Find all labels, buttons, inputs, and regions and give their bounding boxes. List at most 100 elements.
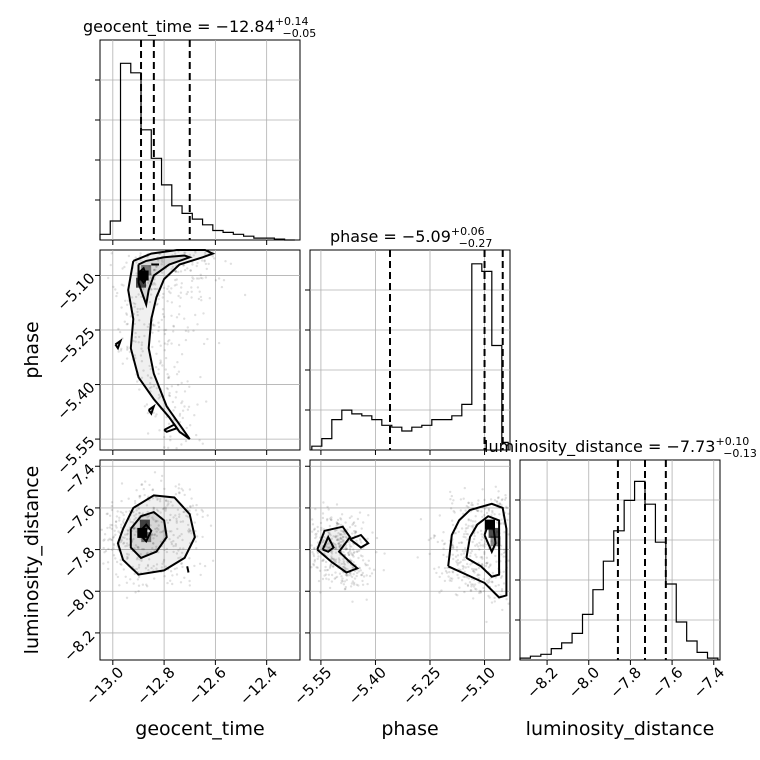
sample-point-phase_vs_geocent_time-128 (166, 340, 170, 343)
sample-point-phase_vs_geocent_time-340 (148, 265, 151, 268)
sample-point-phase_vs_geocent_time-297 (188, 253, 191, 257)
sample-point-luminosity_distance_vs_geocent_time-288 (121, 520, 125, 523)
sample-point-luminosity_distance_vs_phase-259 (310, 566, 313, 569)
sample-point-luminosity_distance_vs_phase-372 (320, 528, 323, 532)
sample-point-luminosity_distance_vs_phase-421 (463, 590, 466, 594)
sample-point-luminosity_distance_vs_phase-448 (456, 594, 459, 597)
sample-point-luminosity_distance_vs_geocent_time-10 (126, 532, 129, 535)
sample-point-phase_vs_geocent_time-316 (175, 390, 178, 394)
xlabel-geocent-time: geocent_time (135, 718, 264, 740)
sample-point-phase_vs_geocent_time-25 (175, 373, 179, 376)
sample-point-phase_vs_geocent_time-144 (170, 385, 174, 388)
sample-point-phase_vs_geocent_time-358 (120, 347, 123, 350)
sample-point-phase_vs_geocent_time-351 (181, 416, 184, 420)
sample-point-luminosity_distance_vs_phase-625 (481, 488, 484, 491)
density-peak-luminosity_distance_vs_geocent_time-2 (141, 532, 152, 543)
sample-point-luminosity_distance_vs_phase-700 (494, 485, 497, 488)
sample-point-luminosity_distance_vs_phase-207 (358, 567, 361, 570)
sample-point-luminosity_distance_vs_phase-393 (489, 577, 492, 580)
sample-point-luminosity_distance_vs_geocent_time-43 (169, 570, 173, 573)
sample-point-luminosity_distance_vs_phase-525 (463, 570, 466, 573)
sample-point-phase_vs_geocent_time-292 (184, 329, 188, 333)
sample-point-luminosity_distance_vs_phase-749 (461, 567, 465, 570)
sample-point-luminosity_distance_vs_phase-199 (342, 539, 345, 542)
sample-point-luminosity_distance_vs_phase-245 (322, 535, 326, 539)
sample-point-luminosity_distance_vs_phase-377 (321, 541, 324, 544)
sample-point-luminosity_distance_vs_phase-20 (320, 526, 323, 530)
sample-point-luminosity_distance_vs_phase-45 (333, 560, 336, 563)
sample-point-luminosity_distance_vs_phase-505 (480, 510, 483, 513)
sample-point-luminosity_distance_vs_geocent_time-2 (176, 527, 179, 531)
sample-point-luminosity_distance_vs_phase-190 (330, 557, 333, 560)
sample-point-luminosity_distance_vs_phase-674 (469, 519, 473, 522)
sample-point-luminosity_distance_vs_phase-401 (466, 526, 469, 530)
sample-point-luminosity_distance_vs_geocent_time-215 (107, 539, 110, 542)
sample-point-luminosity_distance_vs_phase-194 (332, 535, 335, 538)
sample-point-luminosity_distance_vs_phase-709 (475, 568, 478, 571)
sample-point-phase_vs_geocent_time-266 (134, 336, 137, 339)
sample-point-luminosity_distance_vs_geocent_time-380 (112, 547, 115, 550)
contour-luminosity_distance_vs_geocent_time-1 (129, 510, 168, 560)
sample-point-luminosity_distance_vs_phase-320 (324, 573, 328, 576)
sample-point-luminosity_distance_vs_phase-679 (454, 532, 457, 535)
sample-point-phase_vs_geocent_time-249 (140, 360, 144, 363)
sample-point-luminosity_distance_vs_phase-663 (416, 556, 419, 559)
sample-point-luminosity_distance_vs_phase-330 (356, 571, 359, 575)
sample-point-luminosity_distance_vs_geocent_time-223 (135, 558, 139, 561)
sample-point-luminosity_distance_vs_phase-464 (483, 550, 486, 554)
sample-point-luminosity_distance_vs_phase-590 (479, 529, 483, 532)
sample-point-luminosity_distance_vs_phase-228 (340, 529, 343, 533)
sample-point-phase_vs_geocent_time-98 (123, 320, 127, 323)
sample-point-luminosity_distance_vs_phase-639 (502, 582, 506, 585)
sample-point-luminosity_distance_vs_phase-410 (500, 518, 503, 521)
sample-point-phase_vs_geocent_time-337 (146, 374, 150, 377)
sample-point-phase_vs_geocent_time-51 (134, 331, 137, 335)
sample-point-phase_vs_geocent_time-311 (150, 377, 153, 380)
sample-point-luminosity_distance_vs_geocent_time-212 (138, 512, 141, 515)
sample-point-phase_vs_geocent_time-197 (167, 376, 170, 380)
sample-point-phase_vs_geocent_time-191 (166, 300, 169, 303)
sample-point-phase_vs_geocent_time-116 (126, 347, 129, 350)
sample-point-phase_vs_geocent_time-302 (183, 251, 186, 254)
sample-point-phase_vs_geocent_time-42 (125, 261, 128, 264)
sample-point-luminosity_distance_vs_phase-489 (456, 573, 459, 577)
sample-point-phase_vs_geocent_time-315 (153, 281, 156, 285)
sample-point-luminosity_distance_vs_phase-158 (349, 572, 352, 575)
sample-point-luminosity_distance_vs_phase-563 (472, 537, 476, 541)
sample-point-luminosity_distance_vs_phase-177 (339, 532, 342, 536)
sample-point-luminosity_distance_vs_geocent_time-42 (166, 504, 169, 507)
sample-point-luminosity_distance_vs_phase-322 (326, 546, 329, 549)
sample-point-luminosity_distance_vs_phase-761 (484, 564, 488, 568)
sample-point-luminosity_distance_vs_geocent_time-325 (177, 556, 180, 560)
sample-point-luminosity_distance_vs_phase-678 (449, 507, 453, 510)
sample-point-luminosity_distance_vs_geocent_time-183 (155, 530, 158, 533)
sample-point-luminosity_distance_vs_phase-645 (500, 589, 504, 593)
sample-point-phase_vs_geocent_time-224 (136, 380, 139, 383)
sample-point-luminosity_distance_vs_phase-689 (463, 533, 466, 536)
sample-point-luminosity_distance_vs_phase-96 (334, 536, 338, 539)
sample-point-phase_vs_geocent_time-17 (149, 288, 153, 291)
sample-point-luminosity_distance_vs_phase-610 (485, 561, 488, 565)
sample-point-phase_vs_geocent_time-41 (181, 409, 185, 412)
sample-point-luminosity_distance_vs_phase-637 (445, 571, 449, 574)
sample-point-luminosity_distance_vs_geocent_time-163 (178, 491, 181, 495)
sample-point-luminosity_distance_vs_phase-14 (313, 527, 316, 530)
sample-point-luminosity_distance_vs_geocent_time-142 (182, 510, 185, 514)
sample-point-phase_vs_geocent_time-119 (189, 424, 192, 427)
sample-point-luminosity_distance_vs_geocent_time-340 (125, 538, 129, 541)
sample-point-luminosity_distance_vs_phase-256 (383, 552, 386, 555)
sample-point-luminosity_distance_vs_geocent_time-327 (152, 518, 155, 521)
sample-point-luminosity_distance_vs_phase-1 (322, 559, 325, 562)
sample-point-luminosity_distance_vs_geocent_time-46 (100, 528, 104, 531)
sample-point-phase_vs_geocent_time-241 (139, 259, 142, 262)
sample-point-luminosity_distance_vs_phase-541 (502, 522, 505, 526)
sample-point-phase_vs_geocent_time-239 (170, 314, 173, 317)
sample-point-luminosity_distance_vs_phase-208 (355, 550, 359, 553)
sample-point-luminosity_distance_vs_geocent_time-244 (182, 547, 185, 550)
sample-point-luminosity_distance_vs_geocent_time-314 (125, 552, 129, 556)
sample-point-luminosity_distance_vs_geocent_time-190 (157, 524, 160, 527)
sample-point-phase_vs_geocent_time-189 (179, 291, 183, 294)
sample-point-luminosity_distance_vs_phase-398 (476, 574, 479, 577)
sample-point-luminosity_distance_vs_phase-548 (467, 518, 470, 521)
sample-point-luminosity_distance_vs_phase-268 (341, 577, 344, 580)
